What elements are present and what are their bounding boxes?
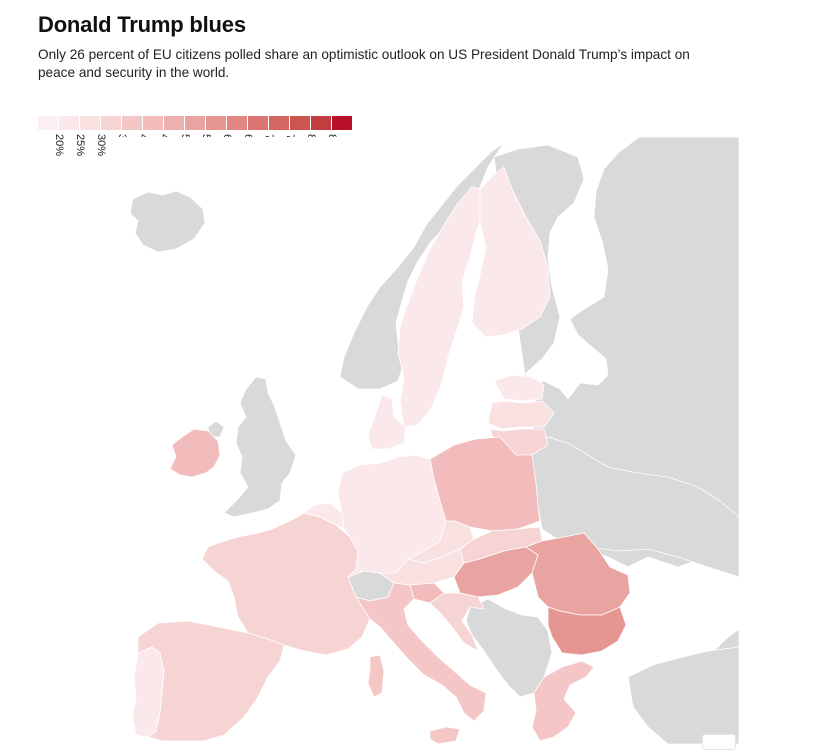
legend-swatch [332,116,353,130]
legend-swatch [227,116,248,130]
country-bulgaria[interactable] [547,606,627,656]
legend-swatch [248,116,269,130]
country-estonia[interactable] [493,374,545,402]
country-turkey[interactable] [627,646,739,744]
legend-swatch [38,116,59,130]
legend-swatch [101,116,122,130]
legend-swatch [143,116,164,130]
country-italy-sardinia[interactable] [367,654,385,698]
country-finland[interactable] [471,166,551,338]
country-latvia[interactable] [487,400,555,430]
legend-swatch [80,116,101,130]
map-svg [129,137,739,744]
country-greece[interactable] [531,660,595,742]
country-iceland[interactable] [129,190,206,253]
country-croatia[interactable] [429,592,485,652]
chart-subtitle: Only 26 percent of EU citizens polled sh… [38,47,690,80]
chart-title: Donald Trump blues [38,12,246,37]
legend-swatch [290,116,311,130]
country-great-britain[interactable] [223,376,297,518]
legend-swatch [122,116,143,130]
legend-tick-label: 20% [53,134,65,157]
country-poland[interactable] [429,436,541,532]
country-denmark[interactable] [367,394,407,450]
europe-map[interactable] [108,137,739,744]
map-zoom-control[interactable] [702,734,736,750]
legend-swatch [185,116,206,130]
country-balkans[interactable] [465,598,553,698]
legend-tick-label: 25% [74,134,86,157]
legend-tick-label: 30% [95,134,107,157]
country-ireland[interactable] [169,428,221,478]
color-legend: 20%25%30%35%40%45%50%55%60%65%70%75%80%8… [38,116,353,170]
legend-swatch [59,116,80,130]
country-spain[interactable] [137,620,285,742]
legend-swatch [311,116,332,130]
legend-swatch [164,116,185,130]
legend-swatch [269,116,290,130]
legend-swatch [206,116,227,130]
country-italy-sicily[interactable] [429,726,461,744]
legend-color-scale [38,116,353,130]
country-italy[interactable] [355,582,487,722]
